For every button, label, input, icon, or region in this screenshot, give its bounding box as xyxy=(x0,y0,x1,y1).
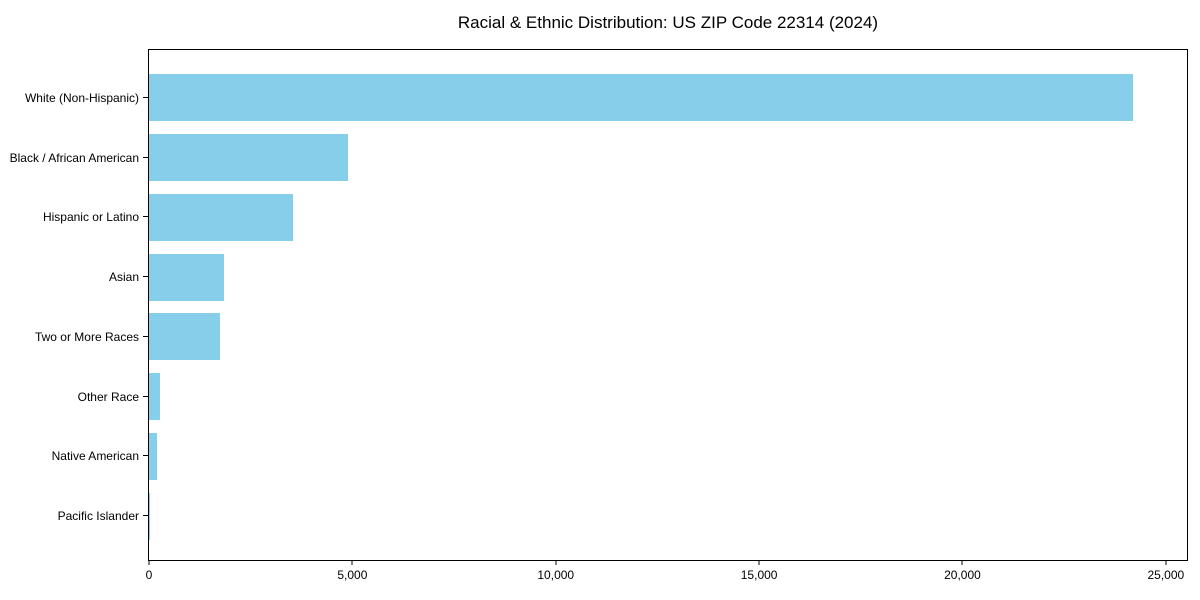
bar xyxy=(149,253,224,301)
chart-row: Hispanic or Latino xyxy=(43,188,1187,248)
x-tick-mark xyxy=(148,561,150,565)
chart-row: White (Non-Hispanic) xyxy=(25,68,1187,128)
y-tick-mark xyxy=(143,515,148,517)
bar xyxy=(149,193,293,241)
chart-row: Native American xyxy=(52,427,1187,487)
y-tick-mark xyxy=(143,96,148,98)
y-axis-label: Hispanic or Latino xyxy=(42,210,139,225)
y-tick-mark xyxy=(143,216,148,218)
bar xyxy=(149,373,160,421)
x-tick-label: 10,000 xyxy=(537,568,575,582)
x-tick-mark xyxy=(758,561,760,565)
y-axis-label: Native American xyxy=(51,449,139,464)
y-tick-mark xyxy=(143,335,148,337)
y-tick-mark xyxy=(143,455,148,457)
y-tick-mark xyxy=(143,395,148,397)
chart-title: Racial & Ethnic Distribution: US ZIP Cod… xyxy=(457,13,879,32)
y-axis-label: Pacific Islander xyxy=(57,509,139,524)
x-tick-label: 15,000 xyxy=(740,568,778,582)
x-tick-mark xyxy=(1165,561,1167,565)
x-tick-mark xyxy=(961,561,963,565)
bar xyxy=(149,74,1134,122)
y-axis-label: White (Non-Hispanic) xyxy=(24,90,139,105)
y-axis-label: Two or More Races xyxy=(34,329,139,344)
bar xyxy=(149,432,157,480)
x-tick-mark xyxy=(351,561,353,565)
x-tick-label: 25,000 xyxy=(1147,568,1185,582)
bar xyxy=(149,134,349,182)
chart-row: Other Race xyxy=(78,367,1187,427)
bar xyxy=(149,313,220,361)
y-tick-mark xyxy=(143,276,148,278)
y-axis-label: Black / African American xyxy=(9,150,139,165)
chart-row: Two or More Races xyxy=(35,307,1187,367)
chart-row: Pacific Islander xyxy=(58,486,1187,546)
y-axis-label: Asian xyxy=(108,270,139,285)
chart-row: Black / African American xyxy=(10,128,1187,188)
x-tick-label: 0 xyxy=(145,568,153,582)
bar xyxy=(149,492,151,540)
chart-row: Asian xyxy=(109,247,1187,307)
y-axis-label: Other Race xyxy=(77,389,139,404)
y-tick-mark xyxy=(143,156,148,158)
x-tick-label: 20,000 xyxy=(944,568,981,582)
x-tick-label: 5,000 xyxy=(337,568,368,582)
plot-rows: White (Non-Hispanic) Black / African Amer… xyxy=(10,50,1187,560)
plot-area: White (Non-Hispanic) Black / African Amer… xyxy=(10,49,1188,582)
x-axis: 0 5,000 10,000 15,000 20,000 25,000 xyxy=(145,560,1187,590)
x-tick-mark xyxy=(555,561,557,565)
